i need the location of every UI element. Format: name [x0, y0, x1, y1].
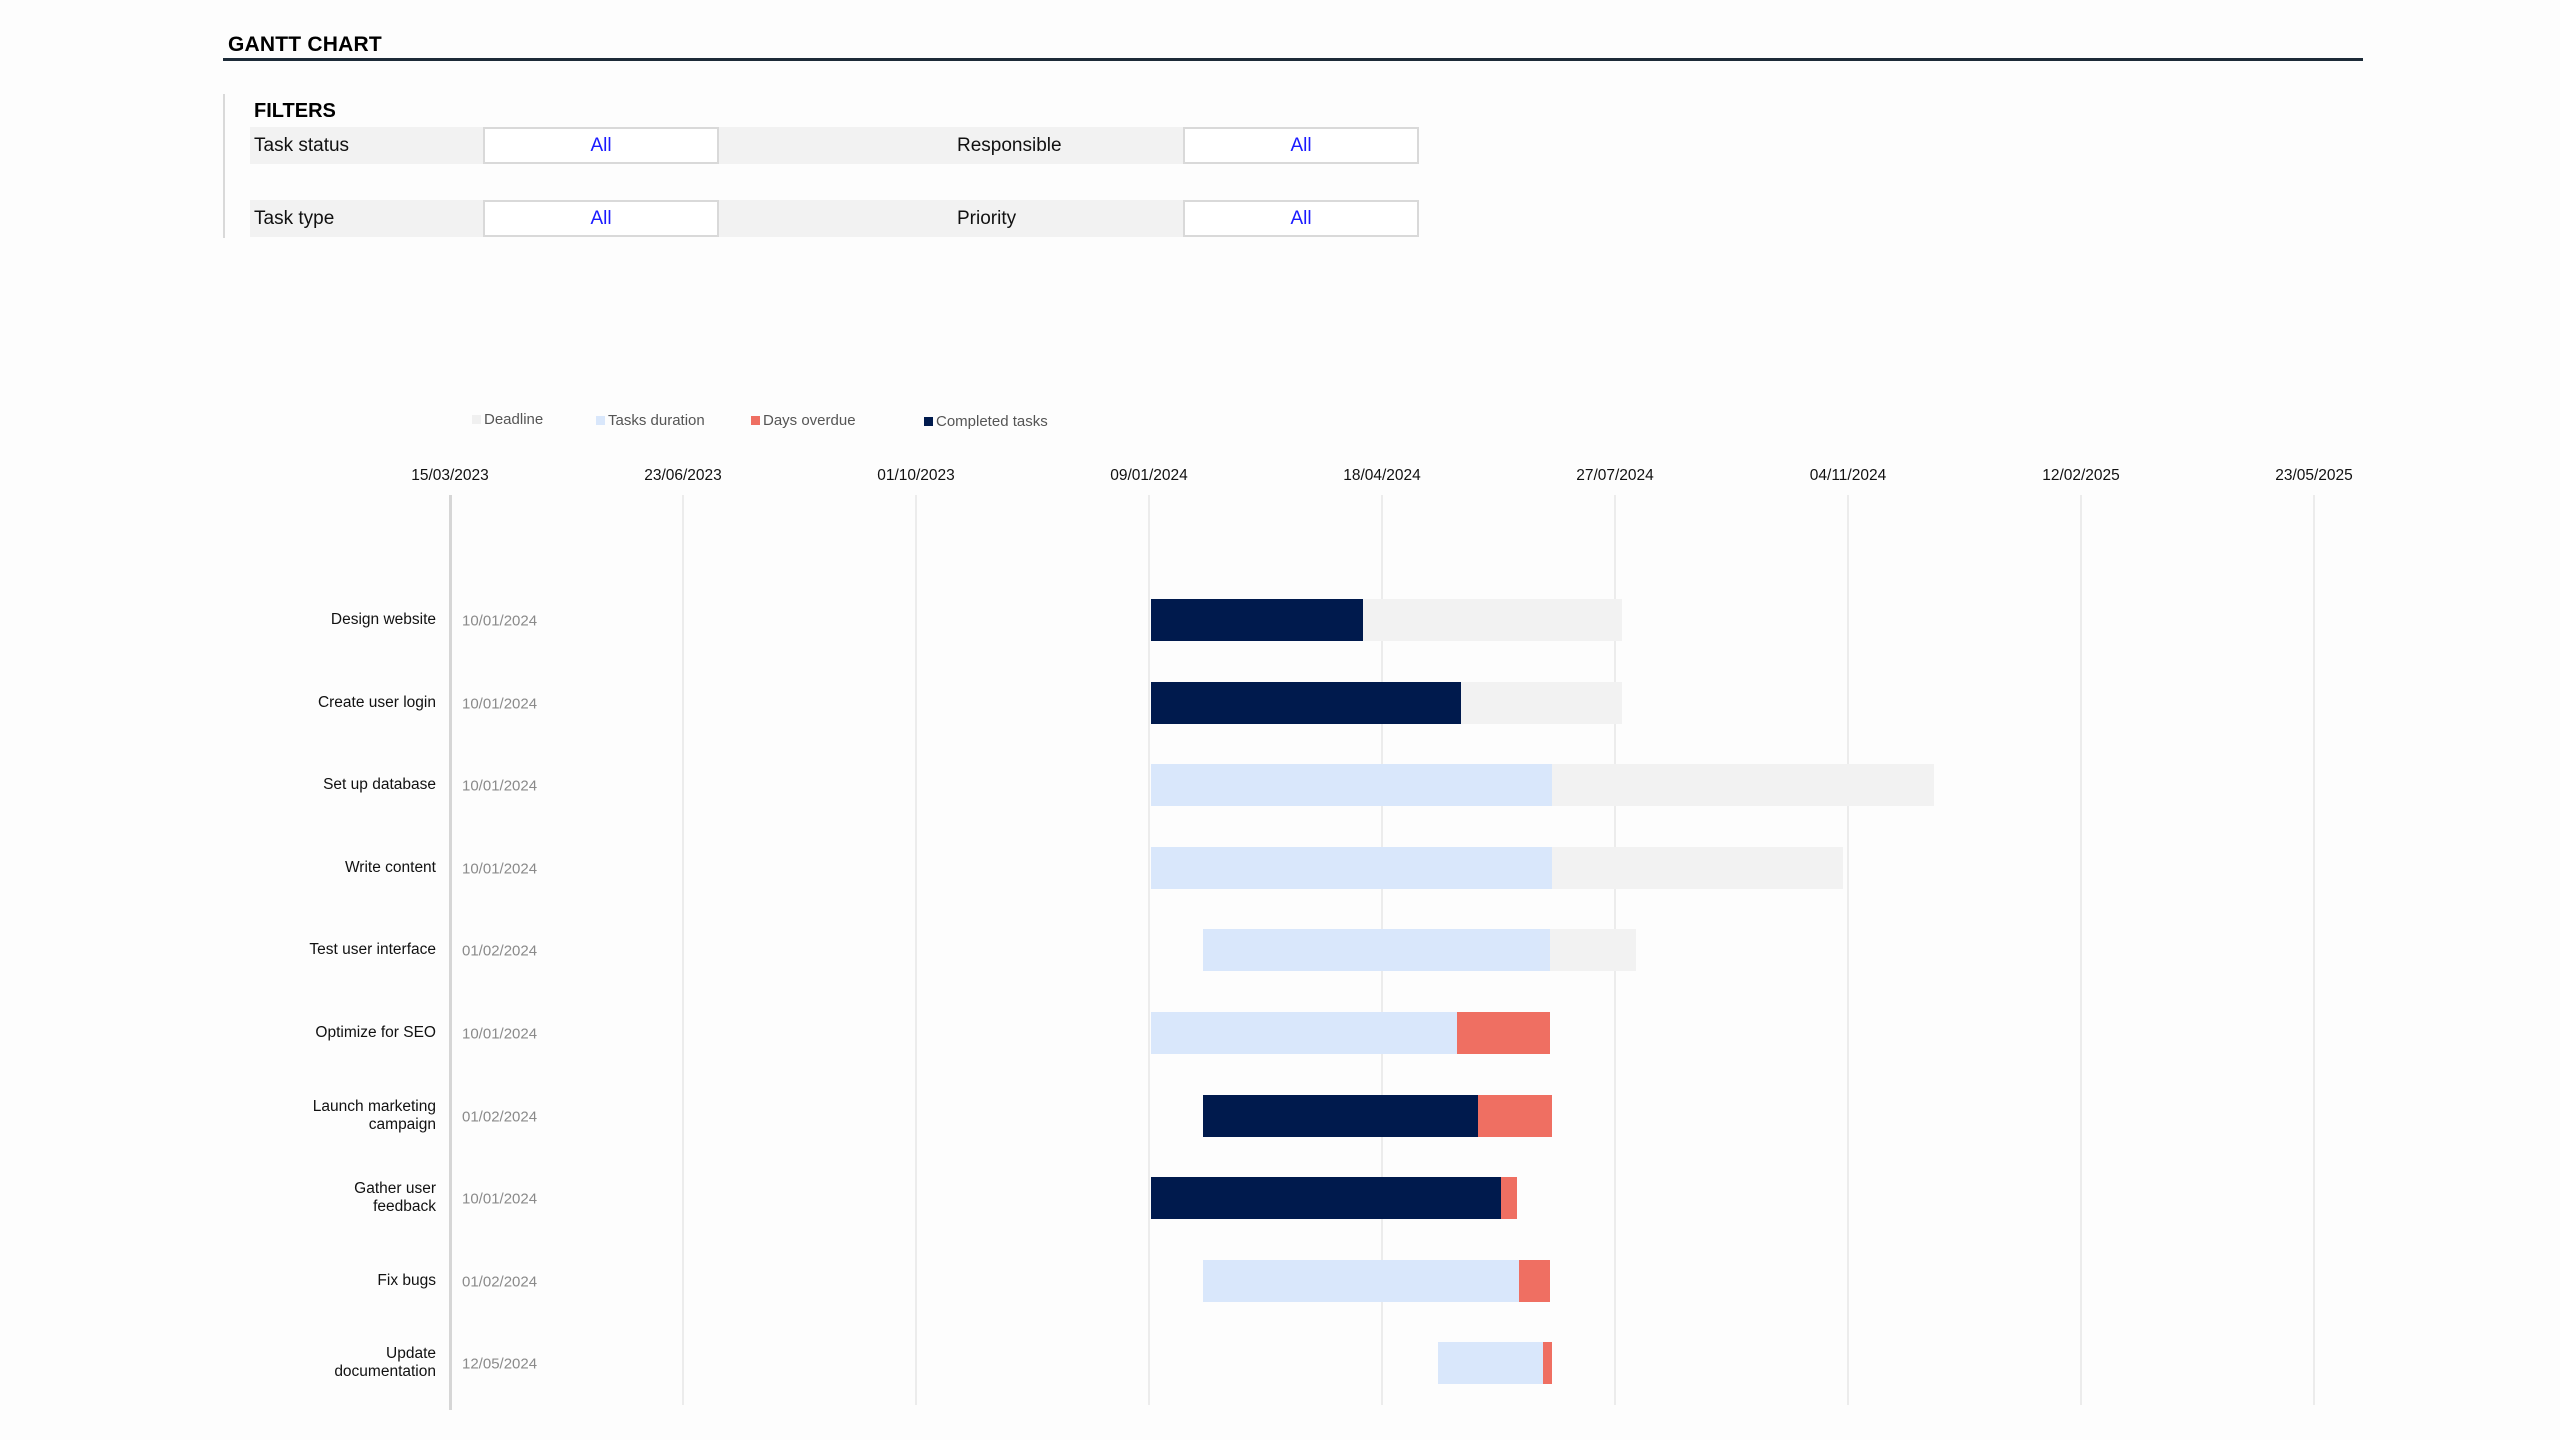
x-axis-tick-label: 12/02/2025: [2042, 467, 2120, 484]
bar-deadline[interactable]: [1552, 764, 1935, 807]
bar-deadline[interactable]: [1549, 929, 1636, 972]
task-name-line: Create user login: [317, 693, 436, 711]
bar-deadline[interactable]: [1552, 846, 1844, 889]
task-name-line: documentation: [334, 1363, 436, 1381]
task-name: Launch marketing campaign: [236, 1098, 436, 1134]
x-axis-tick-label: 23/05/2025: [2275, 467, 2353, 484]
bar-tasks-duration[interactable]: [1151, 1012, 1457, 1054]
title-divider: [223, 58, 2363, 61]
gridline: [2313, 495, 2315, 1405]
task-name: Fix bugs: [236, 1272, 436, 1290]
gridline: [2080, 495, 2082, 1405]
legend-label: Deadline: [484, 410, 544, 428]
task-name-line: Design website: [330, 611, 436, 628]
task-name-line: Optimize for SEO: [315, 1024, 436, 1041]
bar-completed-tasks[interactable]: [1151, 681, 1462, 724]
legend-days-overdue: Days overdue: [751, 410, 856, 430]
gridline: [1847, 495, 1849, 1405]
task-name-line: Fix bugs: [377, 1271, 436, 1289]
bar-completed-tasks[interactable]: [1202, 1094, 1478, 1137]
gridline: [915, 495, 917, 1405]
legend-label: Completed tasks: [936, 412, 1048, 430]
task-name-line: Update: [386, 1345, 436, 1363]
task-start-date: 10/01/2024: [462, 612, 538, 630]
filter-task-status-select[interactable]: All: [483, 127, 719, 164]
filter-label-task-status: Task status: [254, 135, 350, 156]
gridline: [682, 495, 684, 1405]
x-axis-tick-label: 04/11/2024: [1809, 467, 1887, 484]
task-start-date: 10/01/2024: [462, 1190, 538, 1208]
legend-completed-tasks: Completed tasks: [924, 411, 1048, 431]
filter-task-type-select[interactable]: All: [483, 200, 719, 237]
task-name: Create user login: [236, 694, 436, 712]
x-axis-tick-label: 09/01/2024: [1110, 467, 1188, 484]
x-axis-tick-label: 23/06/2023: [644, 467, 722, 484]
bar-deadline[interactable]: [1363, 599, 1622, 641]
task-name: Set up database: [236, 776, 436, 794]
legend-tasks-duration: Tasks duration: [596, 410, 705, 430]
task-name-line: Write content: [344, 858, 436, 876]
legend-label: Days overdue: [763, 411, 856, 429]
task-name-line: Set up database: [323, 776, 436, 794]
bar-completed-tasks[interactable]: [1151, 1177, 1501, 1220]
task-name-line: Test user interface: [309, 941, 436, 959]
filter-responsible-select[interactable]: All: [1183, 127, 1419, 164]
filter-label-priority: Priority: [957, 208, 1017, 229]
legend-swatch-days-overdue: [751, 415, 760, 425]
legend-label: Tasks duration: [608, 411, 705, 429]
x-axis-tick-label: 15/03/2023: [411, 467, 489, 484]
filters-heading: FILTERS: [254, 100, 336, 122]
task-name-line: campaign: [368, 1115, 436, 1133]
bar-deadline[interactable]: [1461, 681, 1622, 724]
legend-deadline: Deadline: [472, 409, 543, 429]
bar-tasks-duration[interactable]: [1202, 1259, 1520, 1302]
task-name: Update documentation: [236, 1345, 436, 1381]
bar-days-overdue[interactable]: [1519, 1259, 1550, 1302]
task-name: Optimize for SEO: [236, 1024, 436, 1042]
bar-tasks-duration[interactable]: [1151, 846, 1553, 889]
filter-label-task-type: Task type: [254, 208, 335, 229]
task-start-date: 12/05/2024: [462, 1355, 538, 1373]
task-name-line: feedback: [373, 1198, 436, 1216]
bar-days-overdue[interactable]: [1542, 1342, 1553, 1385]
legend-swatch-deadline: [472, 414, 481, 424]
task-name-line: Gather user: [354, 1180, 436, 1198]
filters-panel-border: [223, 94, 225, 238]
bar-completed-tasks[interactable]: [1151, 599, 1364, 641]
legend-swatch-tasks-duration: [596, 415, 605, 425]
bar-tasks-duration[interactable]: [1151, 764, 1553, 807]
task-name: Gather user feedback: [236, 1180, 436, 1216]
task-name-line: Launch marketing: [312, 1097, 436, 1115]
task-start-date: 10/01/2024: [462, 777, 538, 795]
filter-label-responsible: Responsible: [957, 135, 1062, 156]
x-axis-tick-label: 18/04/2024: [1343, 467, 1421, 484]
legend-swatch-completed-tasks: [924, 416, 933, 426]
bar-tasks-duration[interactable]: [1437, 1342, 1543, 1385]
page-title: GANTT CHART: [228, 33, 382, 56]
filter-priority-select[interactable]: All: [1183, 200, 1419, 237]
task-start-date: 10/01/2024: [462, 695, 538, 713]
bar-days-overdue[interactable]: [1477, 1094, 1553, 1137]
task-start-date: 01/02/2024: [462, 1273, 538, 1291]
bar-days-overdue[interactable]: [1500, 1177, 1518, 1220]
task-name: Design website: [236, 611, 436, 629]
y-axis-line: [449, 495, 452, 1410]
task-name: Test user interface: [236, 941, 436, 959]
task-start-date: 10/01/2024: [462, 860, 538, 878]
bar-tasks-duration[interactable]: [1202, 929, 1550, 972]
x-axis-tick-label: 01/10/2023: [877, 467, 955, 484]
x-axis-tick-label: 27/07/2024: [1576, 467, 1654, 484]
task-name: Write content: [236, 859, 436, 877]
task-start-date: 01/02/2024: [462, 1108, 538, 1126]
task-start-date: 01/02/2024: [462, 942, 538, 960]
task-start-date: 10/01/2024: [462, 1025, 538, 1043]
gridline: [1148, 495, 1150, 1405]
bar-days-overdue[interactable]: [1456, 1012, 1550, 1054]
